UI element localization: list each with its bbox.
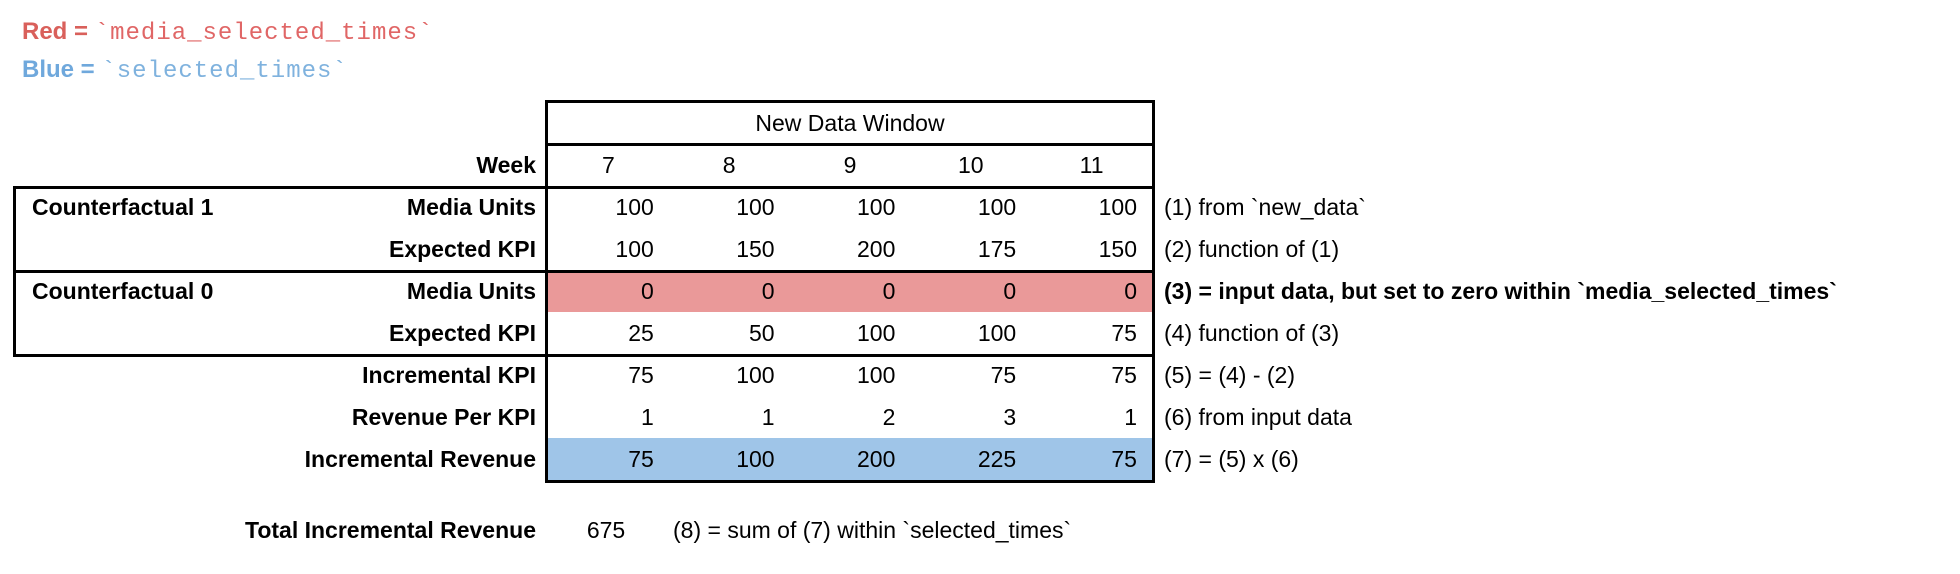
annotation-3: (3) = input data, but set to zero within… xyxy=(1164,278,1837,304)
table-cell: 1 xyxy=(761,404,775,430)
table-cell: 100 xyxy=(615,236,654,262)
table-cell: 0 xyxy=(1124,278,1137,304)
table-cell: 75 xyxy=(1111,446,1137,472)
row-label-expected-kpi-cf1: Expected KPI xyxy=(389,236,536,262)
week-number: 9 xyxy=(843,152,857,178)
week-row-label: Week xyxy=(476,152,536,178)
annotation-1: (1) from `new_data` xyxy=(1164,194,1366,220)
table-cell: 100 xyxy=(736,194,775,220)
table-row-revenue-per-kpi: 1 1 2 3 1 xyxy=(548,396,1152,438)
legend-red-label: Red = xyxy=(22,18,95,45)
table-cell: 100 xyxy=(857,320,896,346)
legend-blue-code: `selected_times` xyxy=(101,58,348,85)
table-cell: 100 xyxy=(1098,194,1137,220)
week-number: 11 xyxy=(1079,152,1104,178)
table-row-incremental-kpi: 75 100 100 75 75 xyxy=(548,354,1152,396)
table-cell: 100 xyxy=(736,362,775,388)
incremental-section-data-box xyxy=(545,354,1155,483)
table-cell: 100 xyxy=(857,362,896,388)
table-cell: 0 xyxy=(761,278,775,304)
table-cell: 0 xyxy=(882,278,896,304)
week-number: 10 xyxy=(957,152,984,178)
table-cell: 175 xyxy=(977,236,1017,262)
group-label-counterfactual-1: Counterfactual 1 xyxy=(32,194,214,220)
annotation-2: (2) function of (1) xyxy=(1164,236,1340,262)
legend-red-line: Red = `media_selected_times` xyxy=(22,18,434,47)
row-label-media-units-cf1: Media Units xyxy=(406,194,536,220)
row-label-incremental-kpi: Incremental KPI xyxy=(362,362,536,388)
total-incremental-revenue-value: 675 xyxy=(586,517,626,543)
table-cell: 100 xyxy=(736,446,775,472)
table-row-expected-kpi-cf0: 25 50 100 100 75 xyxy=(548,312,1152,354)
table-cell: 75 xyxy=(628,446,654,472)
legend-red-code: `media_selected_times` xyxy=(94,20,434,47)
table-cell: 3 xyxy=(1003,404,1017,430)
annotation-4: (4) function of (3) xyxy=(1164,320,1340,346)
group-label-counterfactual-0: Counterfactual 0 xyxy=(32,278,214,304)
row-label-revenue-per-kpi: Revenue Per KPI xyxy=(351,404,536,430)
row-label-incremental-revenue: Incremental Revenue xyxy=(304,446,536,472)
table-cell: 0 xyxy=(641,278,654,304)
table-cell: 0 xyxy=(1003,278,1017,304)
table-cell: 100 xyxy=(857,194,896,220)
table-cell: 100 xyxy=(977,194,1017,220)
total-incremental-revenue-label: Total Incremental Revenue xyxy=(245,517,536,543)
row-label-media-units-cf0: Media Units xyxy=(406,278,536,304)
legend-blue-line: Blue = `selected_times` xyxy=(22,56,348,85)
legend-blue-label: Blue = xyxy=(22,56,102,83)
annotation-7: (7) = (5) x (6) xyxy=(1164,446,1299,472)
table-cell: 25 xyxy=(628,320,654,346)
row-label-expected-kpi-cf0: Expected KPI xyxy=(389,320,536,346)
table-cell: 150 xyxy=(1098,236,1137,262)
table-cell: 1 xyxy=(641,404,654,430)
week-number: 7 xyxy=(602,152,615,178)
annotation-5: (5) = (4) - (2) xyxy=(1164,362,1295,388)
table-cell: 100 xyxy=(977,320,1017,346)
annotation-8: (8) = sum of (7) within `selected_times` xyxy=(673,517,1072,543)
table-cell: 200 xyxy=(857,446,896,472)
table-cell: 75 xyxy=(628,362,654,388)
table-row-expected-kpi-cf1: 100 150 200 175 150 xyxy=(548,228,1152,270)
table-row-media-units-cf1: 100 100 100 100 100 xyxy=(548,186,1152,228)
table-cell: 50 xyxy=(749,320,775,346)
table-cell: 2 xyxy=(882,404,896,430)
selected-times-blue-highlight xyxy=(548,438,1152,480)
week-number: 8 xyxy=(722,152,736,178)
week-numbers-row: 7 8 9 10 11 xyxy=(548,146,1152,184)
table-cell: 75 xyxy=(990,362,1017,388)
media-selected-times-red-highlight xyxy=(548,273,1152,312)
new-data-window-header-box: New Data Window xyxy=(545,100,1155,146)
table-row-media-units-cf0-zeroed: 0 0 0 0 0 xyxy=(548,270,1152,312)
table-cell: 200 xyxy=(857,236,896,262)
table-cell: 75 xyxy=(1111,362,1137,388)
table-cell: 1 xyxy=(1124,404,1137,430)
table-cell: 100 xyxy=(615,194,654,220)
new-data-window-title: New Data Window xyxy=(755,109,945,136)
table-cell: 150 xyxy=(736,236,775,262)
table-cell: 75 xyxy=(1111,320,1137,346)
table-cell: 225 xyxy=(977,446,1017,472)
table-row-incremental-revenue: 75 100 200 225 75 xyxy=(548,438,1152,480)
annotation-6: (6) from input data xyxy=(1164,404,1352,430)
